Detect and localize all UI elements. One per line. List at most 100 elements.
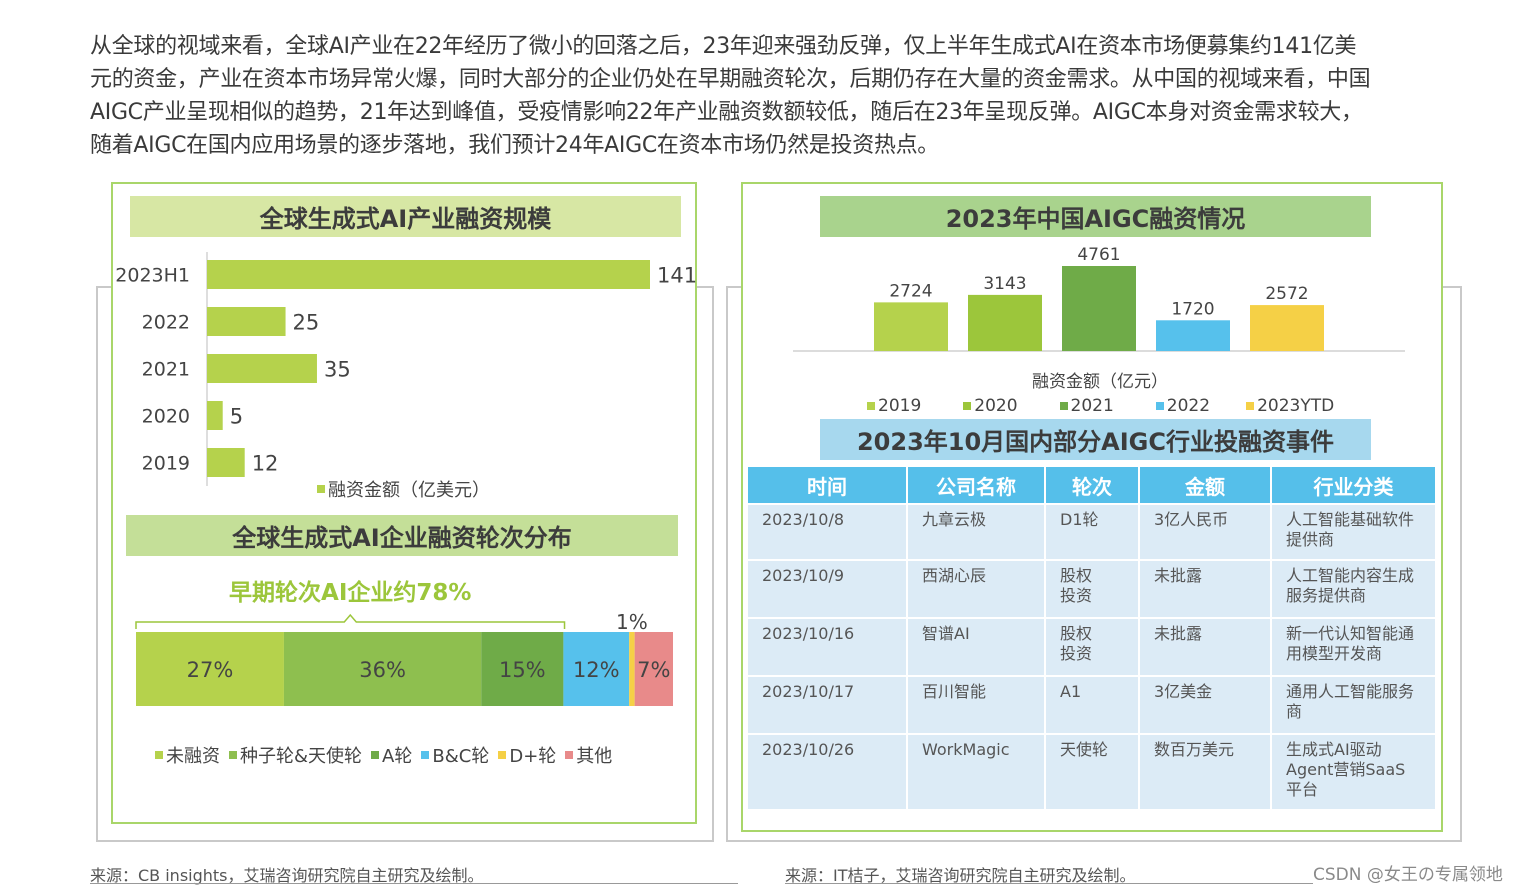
column (1062, 266, 1136, 351)
cell-line: 投资 (1060, 586, 1093, 605)
bar-value-label: 141 (657, 264, 697, 288)
cell-line: 2023/10/26 (762, 740, 855, 759)
table-cell: 百川智能 (908, 677, 1044, 733)
table-cell: 股权 投资 (1046, 561, 1138, 617)
cell-line: 投资 (1060, 644, 1093, 663)
legend-label: B&C轮 (432, 746, 490, 767)
cell-line: 九章云极 (922, 510, 987, 529)
intro-line: 元的资金，产业在资本市场异常火爆，同时大部分的企业仍处在早期融资轮次，后期仍存在… (90, 67, 1371, 92)
legend-swatch (867, 402, 875, 410)
table-cell: 2023/10/9 (748, 561, 906, 617)
cell-line: WorkMagic (922, 740, 1010, 759)
table-cell: 天使轮 (1046, 735, 1138, 809)
stack-annotation: 早期轮次AI企业约78% (229, 579, 471, 606)
table-cell: 智谱AI (908, 619, 1044, 675)
bar (207, 401, 223, 430)
cell-line: 西湖心辰 (922, 566, 987, 585)
table-row: 2023/10/16 智谱AI 股权 投资 未批露 新一代认知智能通 用模型开发商 (748, 619, 1435, 675)
column (874, 302, 948, 351)
legend-item: A轮 (371, 742, 412, 768)
segment-label: 15% (499, 658, 546, 682)
stack-chart-legend: 未融资 种子轮&天使轮 A轮 B&C轮 D+轮 其他 (155, 742, 621, 768)
bar (207, 260, 650, 289)
watermark: CSDN @女王の专属领地 (1313, 865, 1503, 885)
stack-segment (629, 632, 635, 706)
table-cell: 2023/10/16 (748, 619, 906, 675)
legend-swatch (155, 751, 163, 759)
table-cell: 人工智能内容生成 服务提供商 (1272, 561, 1435, 617)
table-row: 2023/10/9 西湖心辰 股权 投资 未批露 人工智能内容生成 服务提供商 (748, 561, 1435, 617)
legend-label: 种子轮&天使轮 (240, 746, 363, 767)
stack-segment (634, 632, 673, 706)
legend-label: 2022 (1166, 396, 1211, 416)
bar-value-label: 5 (230, 405, 243, 429)
category-label: 2021 (142, 359, 190, 381)
column-value-label: 2572 (1265, 284, 1308, 304)
table-cell: 通用人工智能服务商 (1272, 677, 1435, 733)
legend-swatch (1059, 402, 1068, 410)
legend-swatch (421, 751, 430, 759)
table-cell: 3亿人民币 (1140, 505, 1270, 559)
legend-item: 2020 (963, 396, 1018, 416)
table-cell: A1 (1046, 677, 1138, 733)
table-cell: 新一代认知智能通 用模型开发商 (1272, 619, 1435, 675)
table-cell: 2023/10/8 (748, 505, 906, 559)
intro-paragraph: 从全球的视域来看，全球AI产业在22年经历了微小的回落之后，23年迎来强劲反弹，… (90, 30, 1470, 162)
legend-swatch (229, 751, 237, 759)
column (1156, 320, 1230, 351)
legend-item: 2021 (1059, 396, 1114, 416)
right-source: 来源：IT桔子，艾瑞咨询研究院自主研究及绘制。 (785, 866, 1136, 885)
column (968, 294, 1042, 351)
table-cell: 未批露 (1140, 619, 1270, 675)
legend-swatch (498, 751, 507, 759)
cell-line: 人工智能内容生成 (1286, 566, 1415, 585)
cell-line: 生成式AI驱动 (1286, 740, 1382, 759)
cell-line: 2023/10/17 (762, 682, 855, 701)
segment-label: 12% (573, 658, 620, 682)
table-cell: 生成式AI驱动 Agent营销SaaS 平台 (1272, 735, 1435, 809)
cell-line: 天使轮 (1060, 740, 1109, 759)
column-chart-legend: 2019 2020 2021 2022 2023YTD (867, 396, 1376, 416)
cell-line: 通用人工智能服务 (1286, 682, 1415, 701)
table-header-cell: 轮次 (1046, 467, 1138, 503)
stack-segment (563, 632, 630, 706)
left-source: 来源：CB insights，艾瑞咨询研究院自主研究及绘制。 (90, 866, 484, 885)
legend-item: D+轮 (498, 742, 556, 768)
legend-item: 2019 (867, 396, 921, 416)
bar-chart-legend: 融资金额（亿美元） (317, 476, 490, 502)
legend-item: 未融资 (155, 742, 220, 768)
cell-line: 数百万美元 (1154, 740, 1235, 759)
table-cell: 西湖心辰 (908, 561, 1044, 617)
cell-line: 服务提供商 (1286, 586, 1367, 605)
table-cell: 2023/10/17 (748, 677, 906, 733)
cell-line: 商 (1286, 702, 1303, 721)
bar (207, 307, 286, 336)
category-label: 2023H1 (115, 265, 190, 287)
segment-label: 27% (187, 658, 234, 682)
intro-line: 从全球的视域来看，全球AI产业在22年经历了微小的回落之后，23年迎来强劲反弹，… (90, 34, 1357, 59)
legend-swatch (565, 751, 574, 759)
legend-label: 融资金额（亿美元） (328, 480, 490, 501)
cell-line: 未批露 (1154, 566, 1203, 585)
legend-label: 2019 (878, 396, 922, 416)
column-chart-title: 2023年中国AIGC融资情况 (820, 196, 1371, 237)
cell-line: 3亿美金 (1154, 682, 1213, 701)
funding-round-stacked-bar: 早期轮次AI企业约78% 27% 36% 15% 12% 1% 7% (135, 579, 673, 706)
legend-label: 2021 (1070, 396, 1114, 416)
cell-line: A1 (1060, 682, 1082, 701)
column (1250, 305, 1324, 351)
legend-label: A轮 (382, 746, 413, 767)
bar-value-label: 35 (324, 358, 351, 382)
cell-line: 新一代认知智能通 (1286, 624, 1415, 643)
cell-line: 未批露 (1154, 624, 1203, 643)
cell-line: Agent营销SaaS (1286, 760, 1406, 779)
stack-segment (283, 632, 482, 706)
bar-chart-title: 全球生成式AI产业融资规模 (130, 196, 681, 237)
legend-label: 2020 (974, 396, 1018, 416)
cell-line: 股权 (1060, 566, 1093, 585)
category-label: 2020 (142, 406, 190, 428)
legend-swatch (963, 402, 972, 410)
early-round-bracket (135, 613, 566, 629)
cell-line: 百川智能 (922, 682, 987, 701)
bar (207, 448, 245, 477)
